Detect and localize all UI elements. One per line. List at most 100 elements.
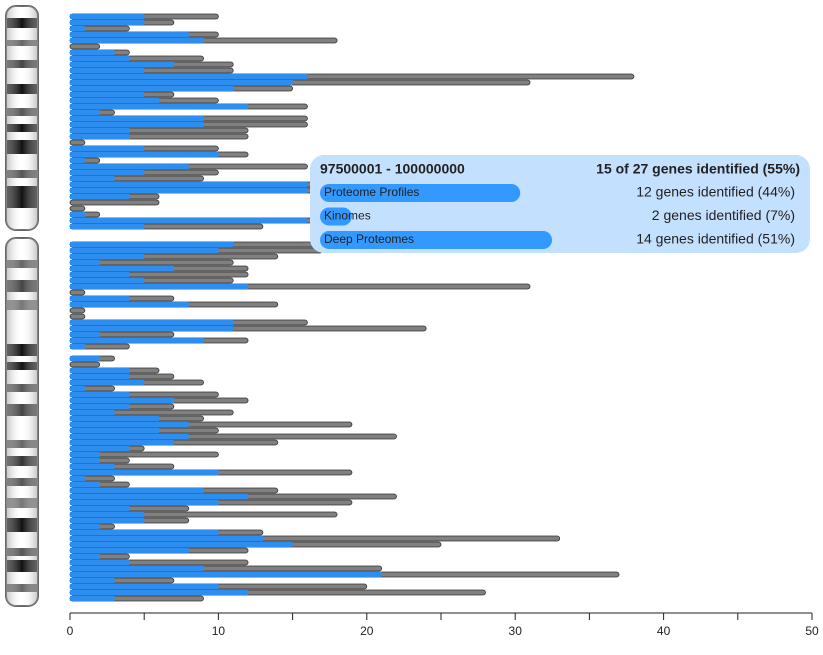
identified-bar bbox=[70, 344, 85, 349]
identified-bar bbox=[70, 194, 130, 199]
identified-bar bbox=[70, 338, 204, 343]
identified-bar bbox=[70, 182, 308, 187]
tooltip-bar bbox=[320, 184, 521, 202]
identified-bar bbox=[70, 110, 100, 115]
x-tick-label: 50 bbox=[805, 624, 819, 638]
identified-bar bbox=[70, 434, 189, 439]
total-bar bbox=[69, 361, 101, 368]
identified-bar bbox=[70, 62, 174, 67]
identified-bar bbox=[70, 446, 130, 451]
identified-bar bbox=[70, 170, 145, 175]
identified-bar bbox=[70, 224, 145, 229]
identified-bar bbox=[70, 422, 189, 427]
identified-bar bbox=[70, 260, 100, 265]
x-tick-label: 40 bbox=[657, 624, 671, 638]
tooltip-bar bbox=[320, 231, 553, 249]
identified-bar bbox=[70, 176, 115, 181]
identified-bar bbox=[70, 320, 234, 325]
identified-bar bbox=[70, 242, 234, 247]
identified-bar bbox=[70, 302, 189, 307]
identified-bar bbox=[70, 296, 130, 301]
total-bar bbox=[69, 307, 86, 314]
total-bar bbox=[69, 139, 86, 146]
identified-bar bbox=[70, 494, 249, 499]
x-tick-label: 20 bbox=[360, 624, 374, 638]
identified-bar bbox=[70, 104, 249, 109]
identified-bar bbox=[70, 524, 100, 529]
identified-bar bbox=[70, 566, 204, 571]
identified-bar bbox=[70, 380, 145, 385]
tooltip-bar bbox=[320, 207, 352, 226]
identified-bar bbox=[70, 134, 130, 139]
identified-bar bbox=[70, 572, 382, 577]
identified-bar bbox=[70, 254, 145, 259]
identified-bar bbox=[70, 542, 293, 547]
identified-bar bbox=[70, 14, 145, 19]
identified-bar bbox=[70, 386, 85, 391]
total-bar bbox=[69, 205, 86, 212]
identified-bar bbox=[70, 326, 234, 331]
identified-bar bbox=[70, 332, 100, 337]
x-tick-label: 0 bbox=[67, 624, 74, 638]
identified-bar bbox=[70, 590, 249, 595]
identified-bar bbox=[70, 440, 174, 445]
identified-bar bbox=[70, 506, 130, 511]
identified-bar bbox=[70, 500, 219, 505]
identified-bar bbox=[70, 470, 219, 475]
identified-bar bbox=[70, 428, 160, 433]
x-tick-label: 10 bbox=[212, 624, 226, 638]
identified-bar bbox=[70, 248, 219, 253]
tooltip-background bbox=[310, 155, 810, 253]
identified-bar bbox=[70, 536, 263, 541]
identified-bar bbox=[70, 368, 130, 373]
identified-bar bbox=[70, 404, 130, 409]
identified-bar bbox=[70, 578, 115, 583]
identified-bar bbox=[70, 284, 249, 289]
identified-bar bbox=[70, 458, 100, 463]
identified-bar bbox=[70, 146, 145, 151]
bars bbox=[69, 13, 635, 602]
total-bar bbox=[69, 289, 86, 296]
total-bar bbox=[69, 199, 160, 206]
identified-bar bbox=[70, 584, 219, 589]
total-bar bbox=[69, 43, 101, 50]
tooltip-label: Proteome Profiles bbox=[324, 185, 419, 199]
identified-bar bbox=[70, 278, 145, 283]
identified-bar bbox=[70, 122, 204, 127]
identified-bar bbox=[70, 356, 100, 361]
identified-bar bbox=[70, 74, 308, 79]
identified-bar bbox=[70, 272, 130, 277]
identified-bar bbox=[70, 554, 100, 559]
identified-bar bbox=[70, 38, 204, 43]
tooltip-label: Deep Proteomes bbox=[324, 232, 414, 246]
identified-bar bbox=[70, 26, 85, 31]
identified-bar bbox=[70, 164, 189, 169]
identified-bar bbox=[70, 548, 189, 553]
tooltip-text: 2 genes identified (7%) bbox=[652, 207, 795, 223]
identified-bar bbox=[70, 464, 115, 469]
identified-bar bbox=[70, 530, 219, 535]
identified-bar bbox=[70, 596, 115, 601]
identified-bar bbox=[70, 32, 189, 37]
identified-bar bbox=[70, 374, 130, 379]
identified-bar bbox=[70, 488, 204, 493]
tooltip-text: 14 genes identified (51%) bbox=[636, 231, 795, 247]
identified-bar bbox=[70, 560, 130, 565]
tooltip: 97500001 - 100000000 15 of 27 genes iden… bbox=[310, 155, 810, 253]
x-tick-label: 30 bbox=[509, 624, 523, 638]
identified-bar bbox=[70, 68, 145, 73]
identified-bar bbox=[70, 158, 85, 163]
identified-bar bbox=[70, 266, 174, 271]
identified-bar bbox=[70, 86, 234, 91]
identified-bar bbox=[70, 92, 145, 97]
identified-bar bbox=[70, 212, 85, 217]
tooltip-range: 97500001 - 100000000 bbox=[320, 161, 465, 177]
identified-bar bbox=[70, 392, 130, 397]
identified-bar bbox=[70, 218, 308, 223]
total-bar bbox=[69, 313, 86, 320]
identified-bar bbox=[70, 56, 130, 61]
identified-bar bbox=[70, 116, 204, 121]
identified-bar bbox=[70, 398, 174, 403]
identified-bar bbox=[70, 128, 130, 133]
